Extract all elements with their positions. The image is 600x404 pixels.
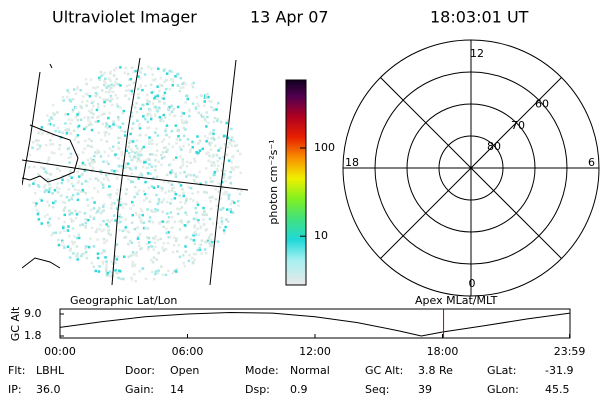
field-label: Mode:: [245, 364, 279, 377]
field-value: 14: [170, 383, 184, 396]
timeline-right-label: Apex MLat/MLT: [415, 294, 498, 307]
field-label: IP:: [8, 383, 22, 396]
field-label: GLon:: [487, 383, 519, 396]
field-label: Flt:: [8, 364, 25, 377]
field-value: 3.8 Re: [418, 364, 453, 377]
colorbar-tick-label: 10: [314, 229, 328, 242]
time: 18:03:01 UT: [430, 8, 529, 27]
field-value: 0.9: [290, 383, 308, 396]
y-tick-label: 1.8: [24, 329, 42, 342]
field-value: 36.0: [36, 383, 61, 396]
x-tick-label: 18:00: [427, 345, 459, 358]
field-value: Open: [170, 364, 199, 377]
altitude-curve: [59, 311, 571, 337]
field-label: Dsp:: [245, 383, 270, 396]
polar-lat-circle: [374, 71, 568, 265]
polar-mlt-label: 6: [588, 156, 595, 169]
title: Ultraviolet Imager: [52, 8, 197, 27]
field-label: Gain:: [125, 383, 154, 396]
field-value: 45.5: [545, 383, 570, 396]
y-tick-label: 9.0: [24, 307, 42, 320]
map-overlay: [22, 57, 249, 285]
polar-spoke: [380, 77, 562, 259]
colorbar: [285, 79, 307, 286]
x-tick-label: 23:59: [554, 345, 586, 358]
field-value: -31.9: [545, 364, 573, 377]
field-value: Normal: [290, 364, 330, 377]
polar-mlt-label: 18: [345, 156, 359, 169]
field-label: GC Alt:: [365, 364, 403, 377]
field-value: LBHL: [36, 364, 65, 377]
timeline-frame: [59, 308, 571, 339]
polar-lat-label: 70: [511, 119, 525, 132]
timeline-ylabel: GC Alt: [9, 306, 22, 341]
field-value: 39: [418, 383, 432, 396]
date: 13 Apr 07: [250, 8, 329, 27]
timeline-left-label: Geographic Lat/Lon: [70, 294, 177, 307]
field-label: Door:: [125, 364, 155, 377]
field-label: Seq:: [365, 383, 389, 396]
polar-mlt-label: 12: [470, 47, 484, 60]
colorbar-tick-label: 100: [314, 141, 335, 154]
field-label: GLat:: [487, 364, 516, 377]
polar-lat-label: 80: [487, 140, 501, 153]
colorbar-label: photon cm⁻²s⁻¹: [267, 139, 280, 224]
polar-lat-circle: [406, 103, 536, 233]
polar-lat-label: 60: [535, 98, 549, 111]
x-tick-label: 06:00: [172, 345, 204, 358]
x-tick-label: 12:00: [299, 345, 331, 358]
x-tick-label: 00:00: [44, 345, 76, 358]
polar-mlt-label: 0: [469, 277, 476, 290]
polar-lat-circle: [438, 135, 504, 201]
uv-image: [27, 65, 243, 283]
